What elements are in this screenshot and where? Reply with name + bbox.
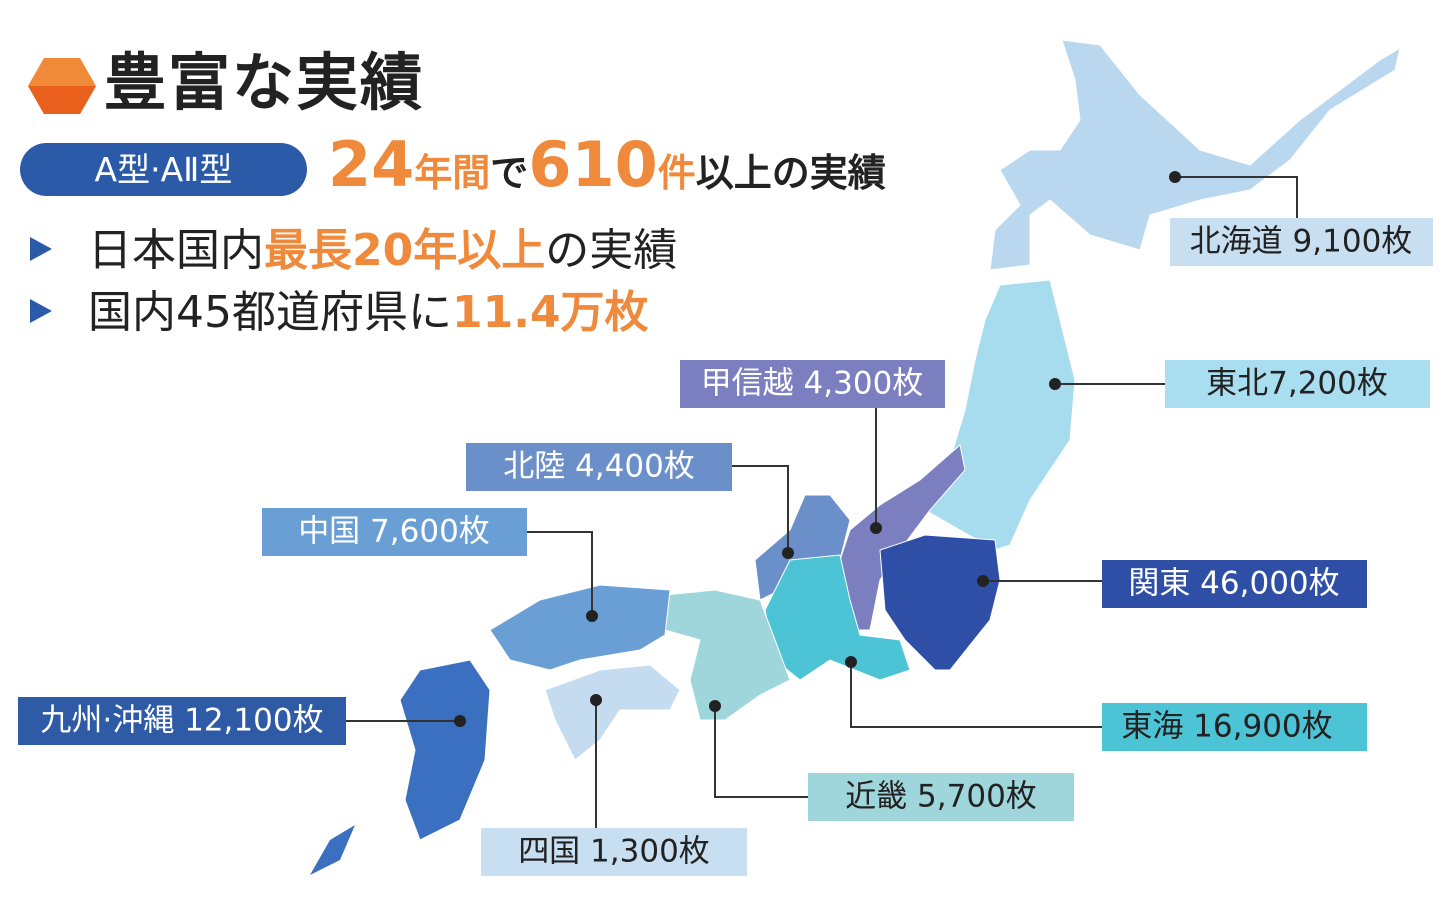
headline-text: で (490, 151, 529, 195)
bullet-text: 日本国内 (88, 225, 264, 276)
label-box (466, 443, 732, 491)
label-box (262, 508, 527, 556)
label-box (808, 773, 1074, 821)
bullet: 国内45都道府県に11.4万枚 (30, 276, 649, 340)
label-box (680, 360, 945, 408)
label-box (1170, 218, 1433, 266)
label-box (1102, 560, 1367, 608)
region-shikoku (544, 664, 681, 761)
logo-icon-shade (28, 86, 96, 114)
region-label: 甲信越 4,300枚 (701, 366, 924, 402)
region-label: 四国 1,300枚 (518, 834, 710, 870)
connector (1175, 176, 1298, 218)
headline: 24年間で610件以上の実績 (328, 128, 886, 201)
region-chugoku (489, 584, 671, 671)
dots (454, 171, 1181, 727)
headline-unit: 件 (657, 151, 696, 195)
connector (714, 706, 808, 798)
connector (527, 531, 593, 616)
bullet-highlight: 最長20年以上 (264, 225, 546, 276)
region-kyushu (399, 659, 491, 841)
region-tohoku (924, 279, 1076, 551)
region-label: 東海 16,900枚 (1121, 709, 1332, 745)
region-label: 北海道 9,100枚 (1190, 224, 1413, 260)
region-label: 中国 7,600枚 (298, 514, 490, 550)
label-box (1102, 703, 1367, 751)
region-label: 北陸 4,400枚 (503, 449, 695, 485)
region-label: 関東 46,000枚 (1128, 566, 1339, 602)
bullet-text: 国内45都道府県に (88, 287, 452, 338)
bullet-text: の実績 (545, 225, 678, 276)
region-kinki (664, 589, 791, 721)
headline-number: 24 (328, 128, 415, 201)
headline-unit: 年間 (414, 151, 491, 195)
bullet: 日本国内最長20年以上の実績 (30, 214, 677, 278)
page-title: 豊富な実績 (104, 46, 425, 119)
region-label: 東北7,200枚 (1206, 366, 1388, 402)
region-kanto (879, 534, 1001, 671)
region-label: 近畿 5,700枚 (845, 779, 1037, 815)
type-badge: A型·AⅡ型 (20, 143, 307, 196)
region-label: 九州·沖縄 12,100枚 (40, 703, 323, 739)
label-box (1165, 360, 1430, 408)
label-box (18, 697, 346, 745)
region-hokkaido (989, 39, 1401, 271)
headline-number: 610 (528, 128, 658, 201)
headline-text: 以上の実績 (695, 151, 886, 195)
label-box (481, 828, 747, 876)
region-okinawa (310, 825, 355, 875)
connector (850, 662, 1102, 728)
bullet-highlight: 11.4万枚 (452, 287, 649, 338)
connector (732, 465, 789, 553)
